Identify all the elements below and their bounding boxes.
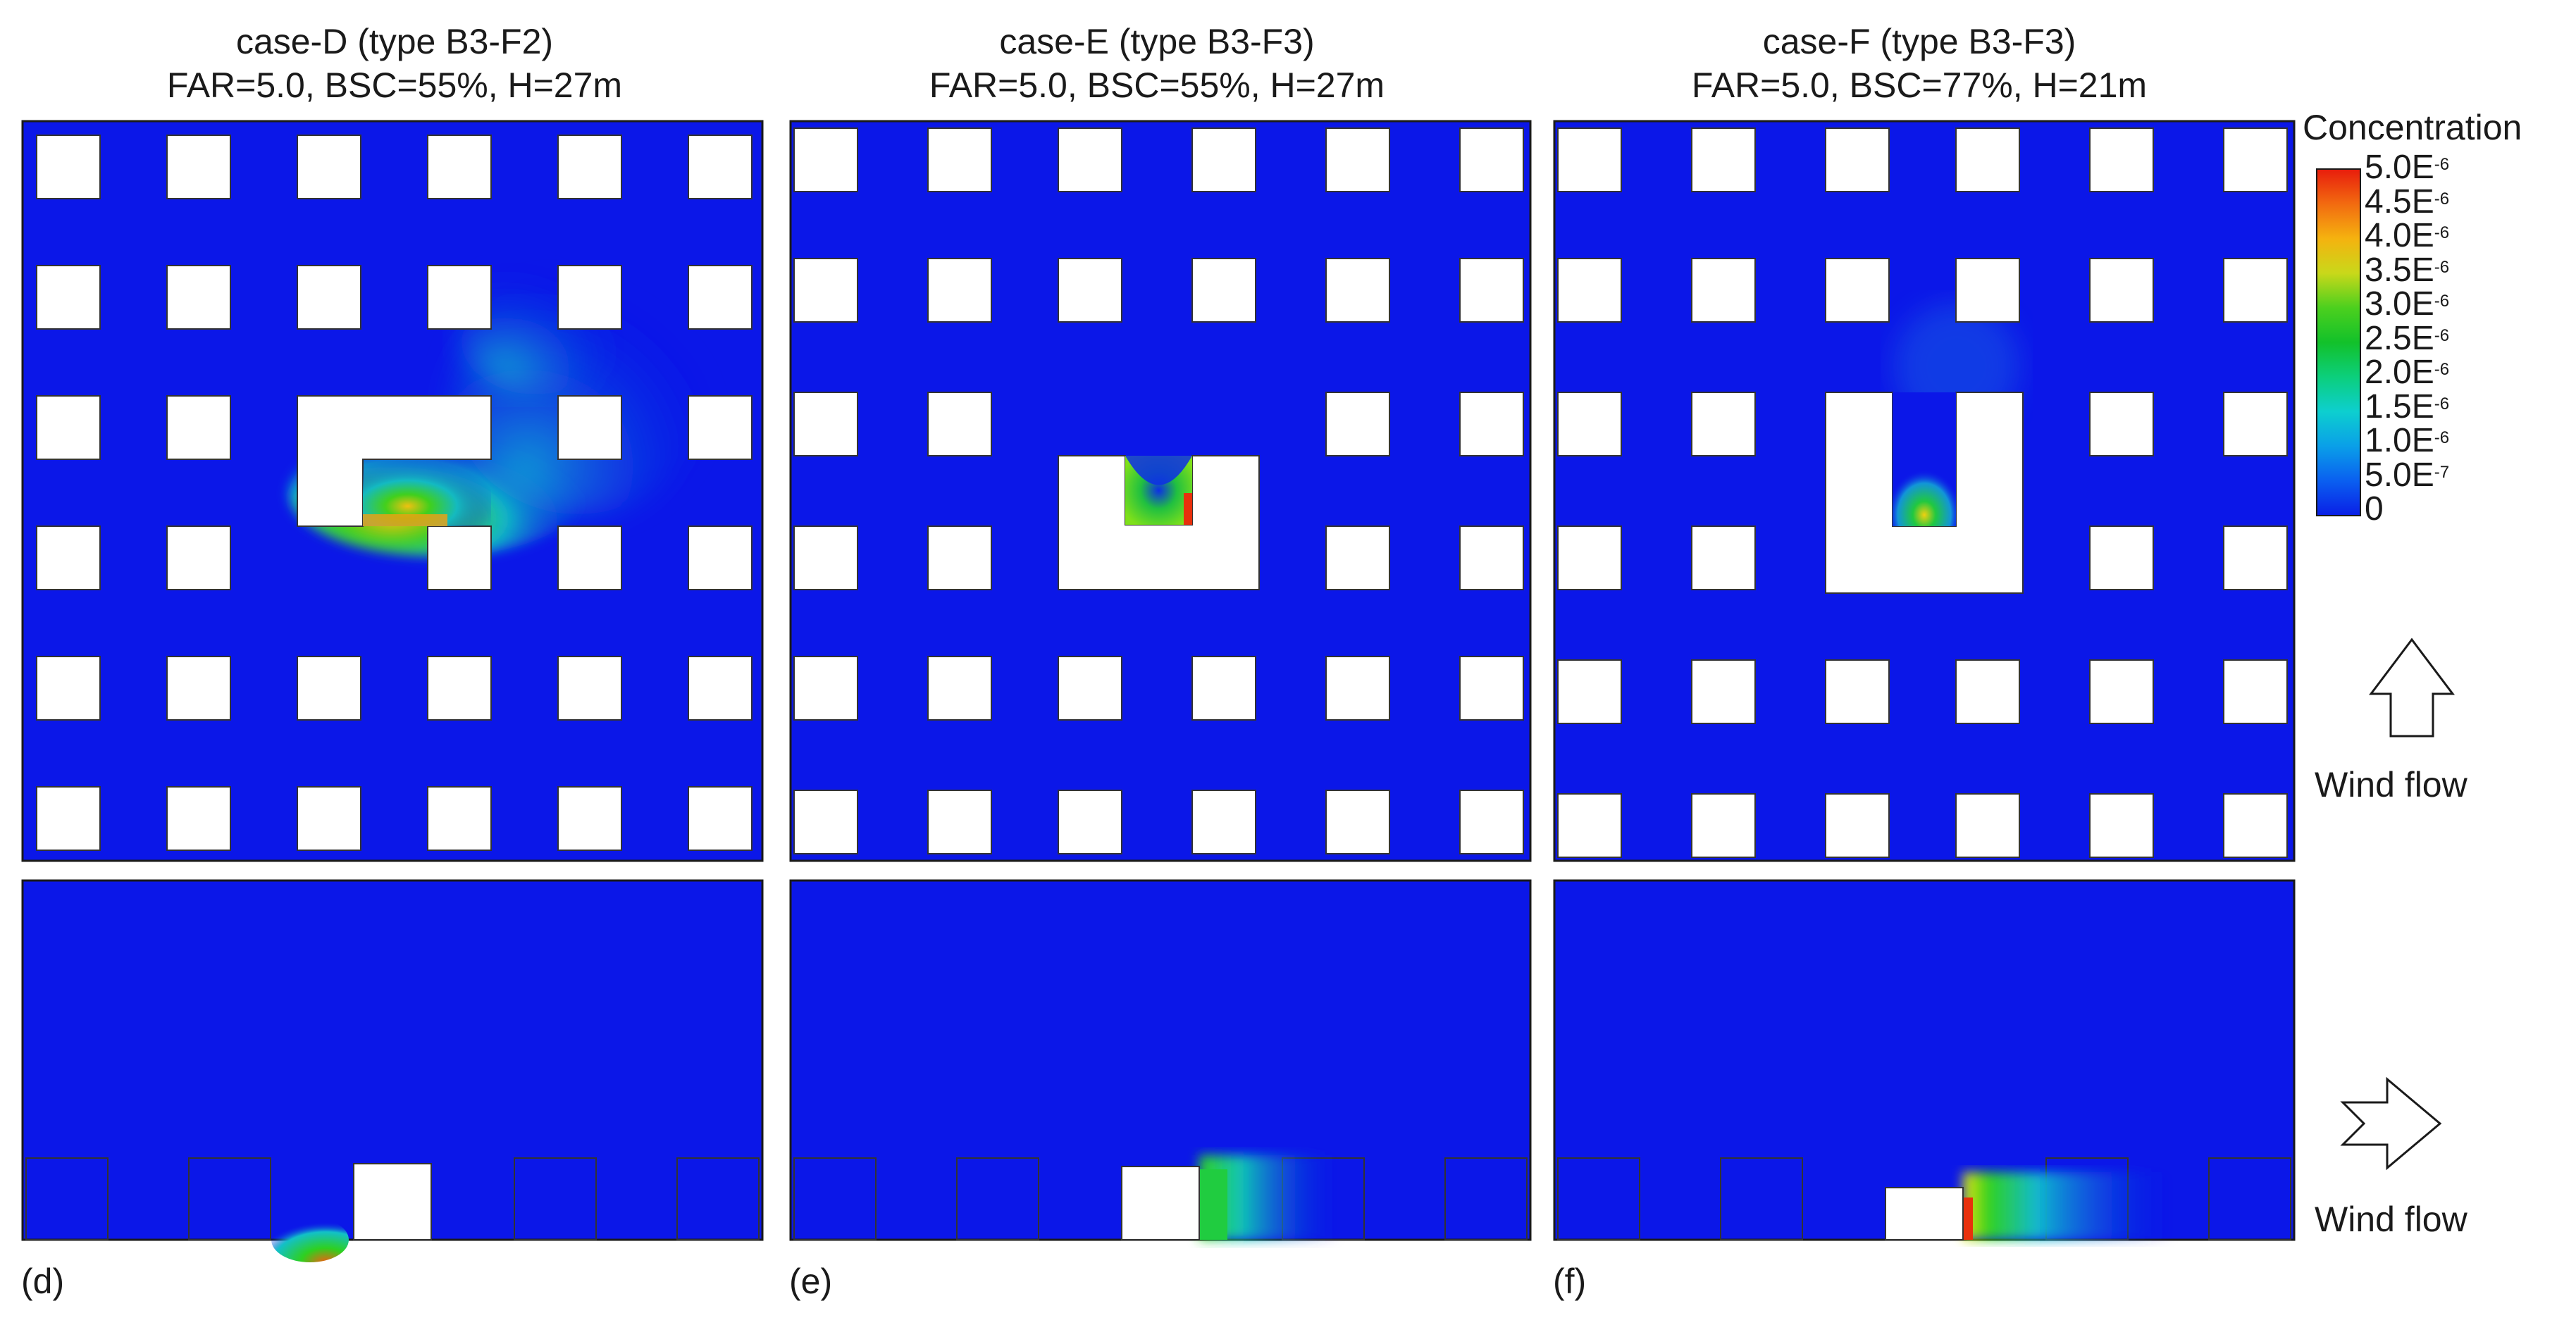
legend-tick-mantissa: 1.0E (2365, 422, 2434, 459)
panel-title-f: case-F (type B3-F3) FAR=5.0, BSC=77%, H=… (1553, 20, 2286, 107)
legend-tick-mantissa: 3.0E (2365, 285, 2434, 323)
panel-title-e: case-E (type B3-F3) FAR=5.0, BSC=55%, H=… (791, 20, 1523, 107)
legend-tick-exponent: -6 (2434, 292, 2450, 311)
buildings-f (1557, 127, 2288, 858)
legend-tick-mantissa: 2.0E (2365, 354, 2434, 391)
legend-title: Concentration (2303, 108, 2522, 147)
panel-label-d: (d) (21, 1262, 65, 1301)
plan-view-e (789, 120, 1532, 862)
panel-title-e-case: case-E (type B3-F3) (999, 22, 1315, 61)
legend-tick-label: 5.0E-7 (2365, 456, 2450, 494)
plan-view-d (21, 120, 764, 862)
side-view-e (789, 879, 1532, 1241)
legend-tick-label: 5.0E-6 (2365, 151, 2449, 185)
legend-tick-label: 2.5E-6 (2365, 319, 2450, 357)
legend-tick-label: 4.5E-6 (2365, 185, 2449, 219)
panel-label-e: (e) (789, 1262, 833, 1301)
wind-arrow-up-icon (2368, 637, 2456, 738)
legend-tick-label: 2.0E-6 (2365, 356, 2449, 390)
legend-tick-exponent: -6 (2434, 325, 2450, 345)
legend-tick-exponent: -6 (2434, 155, 2450, 174)
plan-view-f (1553, 120, 2296, 862)
legend-tick-label: 4.0E-6 (2365, 219, 2449, 253)
panel-title-d-case: case-D (type B3-F2) (235, 22, 554, 61)
legend-tick-mantissa: 3.5E (2365, 251, 2434, 289)
buildings-d (36, 135, 753, 851)
side-view-d (21, 879, 764, 1262)
panel-title-d: case-D (type B3-F2) FAR=5.0, BSC=55%, H=… (28, 20, 761, 107)
legend-tick-exponent: -6 (2434, 428, 2450, 447)
legend-tick-label: 3.5E-6 (2365, 251, 2450, 289)
colorbar (2316, 168, 2361, 516)
legend-tick-mantissa: 2.5E (2365, 319, 2434, 357)
panel-title-f-case: case-F (type B3-F3) (1762, 22, 2076, 61)
legend-tick-mantissa: 0 (2365, 490, 2384, 528)
legend-tick-exponent: -6 (2434, 223, 2450, 242)
side-view-f (1553, 879, 2296, 1241)
wind-flow-label-top: Wind flow (2315, 765, 2467, 804)
legend-tick-exponent: -6 (2434, 360, 2450, 379)
legend-tick-label: 3.0E-6 (2365, 287, 2449, 321)
legend-tick-exponent: -6 (2434, 257, 2450, 277)
legend-tick-exponent: -6 (2434, 189, 2450, 209)
buildings-e (793, 127, 1524, 854)
legend-tick-label: 0 (2365, 492, 2384, 526)
legend-tick-mantissa: 5.0E (2365, 456, 2434, 494)
legend-tick-mantissa: 1.5E (2365, 387, 2434, 425)
legend-tick-label: 1.5E-6 (2365, 390, 2449, 424)
panel-title-e-params: FAR=5.0, BSC=55%, H=27m (929, 66, 1385, 105)
panel-label-f: (f) (1553, 1262, 1587, 1301)
wind-arrow-right-icon (2340, 1076, 2442, 1171)
legend-tick-mantissa: 5.0E (2365, 149, 2434, 186)
panel-title-f-params: FAR=5.0, BSC=77%, H=21m (1691, 66, 2148, 105)
wind-flow-label-side: Wind flow (2315, 1200, 2467, 1239)
legend-tick-mantissa: 4.5E (2365, 182, 2434, 220)
legend-tick-exponent: -7 (2434, 462, 2450, 482)
legend-tick-exponent: -6 (2434, 394, 2450, 413)
panel-title-d-params: FAR=5.0, BSC=55%, H=27m (166, 66, 623, 105)
legend-tick-label: 1.0E-6 (2365, 424, 2449, 458)
legend-tick-mantissa: 4.0E (2365, 217, 2434, 254)
